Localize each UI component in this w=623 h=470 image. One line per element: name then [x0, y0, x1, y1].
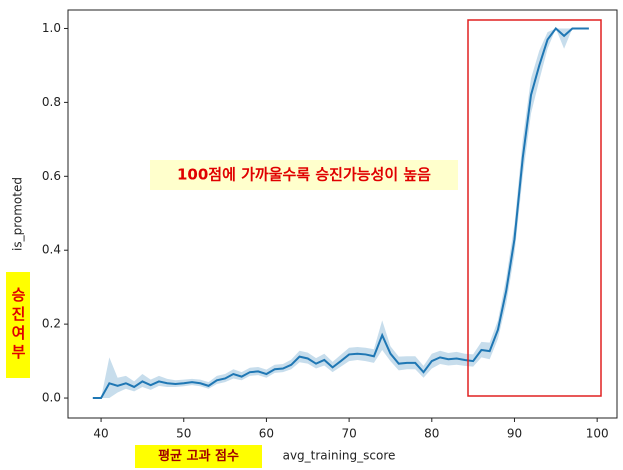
annotation-box	[150, 160, 458, 190]
y-tick-label: 0.6	[42, 169, 61, 183]
highlight-box	[467, 19, 602, 397]
y-tick-label: 0.0	[42, 391, 61, 405]
x-tick-label: 70	[341, 427, 356, 441]
x-axis-label: avg_training_score	[283, 449, 396, 463]
line	[92, 27, 589, 400]
confidence-band	[92, 28, 589, 399]
x-tick-label: 40	[93, 427, 108, 441]
annotation: 100점에 가까울수록 승진가능성이 높음	[177, 166, 431, 184]
y-tick-label: 0.8	[42, 95, 61, 109]
y-axis-label: is_promoted	[11, 177, 25, 251]
x-note: 평균 고과 점수	[135, 445, 262, 468]
y-note: 승진여부	[6, 272, 30, 378]
x-tick-label: 50	[176, 427, 191, 441]
y-tick-label: 1.0	[42, 21, 61, 35]
x-tick-label: 100	[586, 427, 609, 441]
y-tick-label: 0.2	[42, 317, 61, 331]
x-tick-label: 60	[259, 427, 274, 441]
x-tick-label: 80	[424, 427, 439, 441]
plot-frame	[67, 9, 618, 419]
y-tick-label: 0.4	[42, 243, 61, 257]
x-tick-label: 90	[507, 427, 522, 441]
